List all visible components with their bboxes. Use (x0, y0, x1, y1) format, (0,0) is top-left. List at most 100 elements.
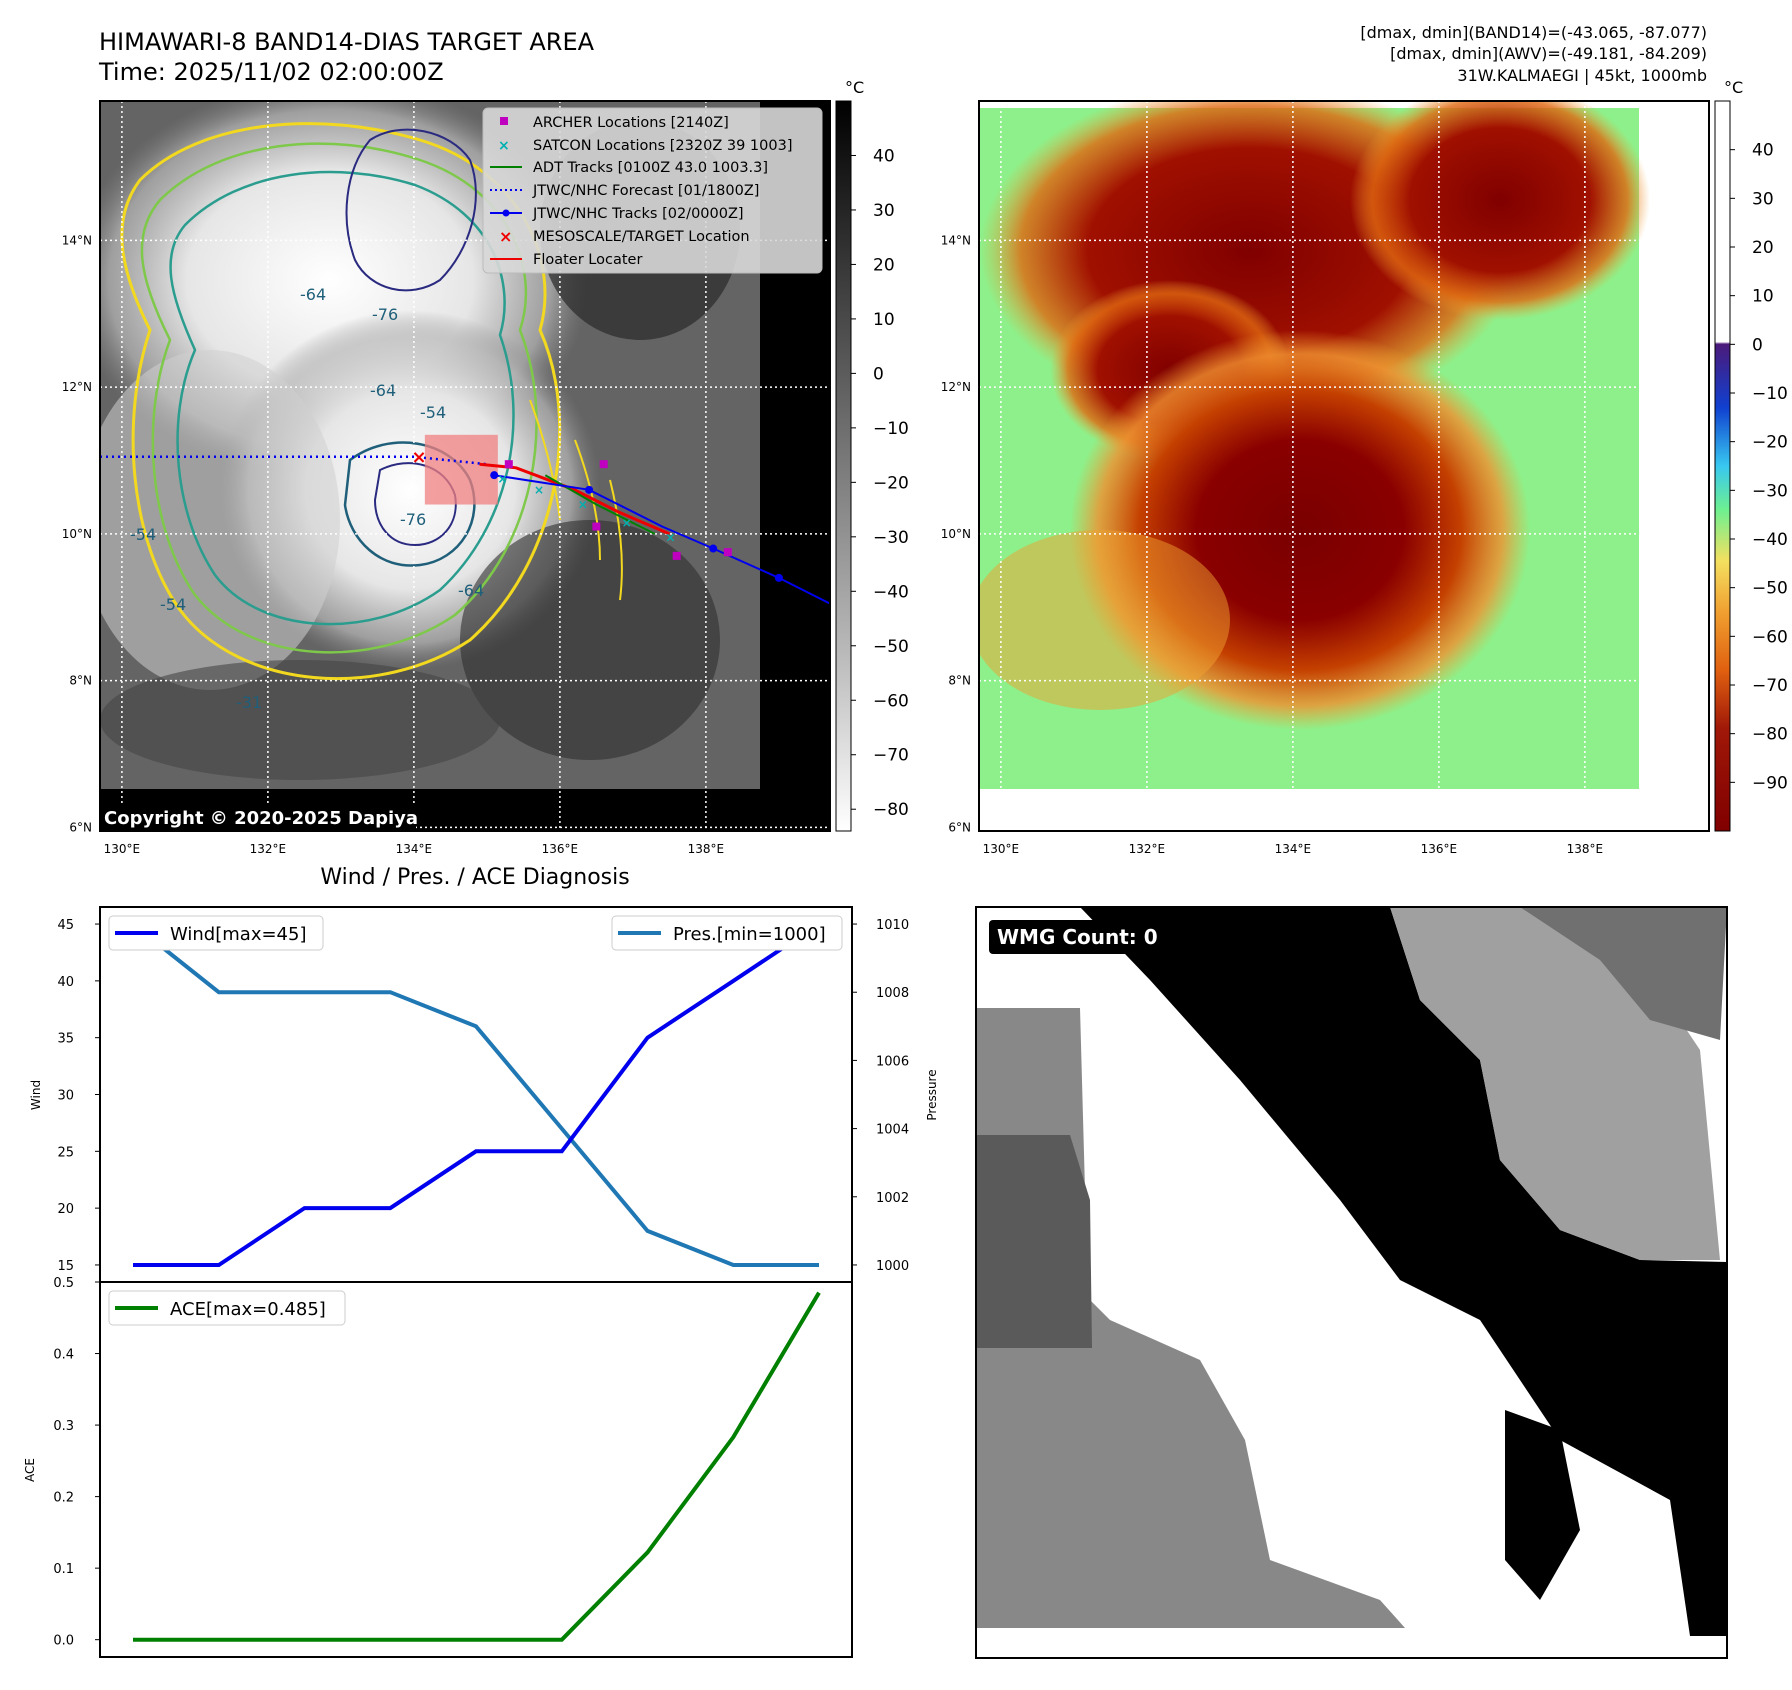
legend-box (482, 107, 823, 274)
awv-band-sw (979, 530, 1230, 710)
legend-label: SATCON Locations [2320Z 39 1003] (533, 138, 792, 154)
axis-tick-label: 25 (57, 1145, 74, 1160)
legend-item-archer: ARCHER Locations [2140Z] (500, 115, 729, 131)
awv-cloud-ne (1350, 101, 1650, 320)
wind-pressure-frame (99, 906, 853, 1283)
ir-cloud-west (100, 350, 340, 690)
forecast-track (100, 455, 488, 466)
contour-label: -31 (236, 693, 262, 712)
wmg-region-mid-gray (1520, 907, 1727, 1040)
lat-tick-label: 12°N (941, 380, 971, 394)
contour-label: -76 (400, 510, 426, 529)
wmg-region-black-patch (1505, 1410, 1580, 1600)
ace-legend-label: ACE[max=0.485] (170, 1299, 326, 1320)
awv-colorbar: °C 40 30 20 10 0 −10 −20 −30 −40 −50 −60 −70 −80 −90 (1714, 78, 1788, 832)
colorbar-tick-label: −20 (1752, 433, 1788, 453)
ace-series-line (133, 1291, 821, 1642)
target-box (424, 434, 498, 505)
lat-tick-label: 14°N (941, 233, 971, 247)
colorbar-tick-label: 0 (1752, 335, 1763, 355)
info-band14-range: [dmax, dmin](BAND14)=(-43.065, -87.077) (1360, 23, 1707, 42)
lon-tick-label: 136°E (542, 842, 579, 856)
pressure-axis-label: Pressure (925, 1069, 939, 1120)
colorbar-tick-label: 30 (1752, 189, 1774, 209)
contour-label: -76 (372, 305, 398, 324)
wmg-count-badge (989, 920, 1172, 954)
axis-tick-label: 1000 (876, 1259, 909, 1274)
jtwc-point (490, 471, 499, 480)
legend-label: JTWC/NHC Forecast [01/1800Z] (532, 183, 759, 199)
legend-item-jtwc: JTWC/NHC Tracks [02/0000Z] (490, 206, 744, 222)
colorbar-tick-label: 40 (1752, 141, 1774, 161)
axis-tick-label: 0.5 (53, 1276, 74, 1291)
colorbar-tick-label: −30 (873, 528, 909, 548)
awv-map (979, 101, 1709, 831)
ace-axis: 0.5 0.4 0.3 0.2 0.1 0.0 (53, 1276, 100, 1649)
contour-label: -64 (300, 285, 326, 304)
satcon-point: × (622, 516, 632, 530)
ir-clear-south (100, 660, 500, 780)
colorbar-tick-label: 30 (873, 201, 895, 221)
axis-tick-label: 45 (57, 918, 74, 933)
pressure-axis: 1010 1008 1006 1004 1002 1000 (852, 918, 909, 1274)
colorbar-tick-label: −70 (1752, 676, 1788, 696)
jtwc-point (774, 573, 783, 582)
awv-colorbar-unit: °C (1724, 78, 1743, 97)
colorbar-tick-label: −10 (1752, 384, 1788, 404)
archer-point (592, 522, 601, 531)
wind-series-line (133, 922, 821, 1267)
legend-item-adt: ADT Tracks [0100Z 43.0 1003.3] (490, 160, 768, 176)
archer-point (723, 548, 732, 557)
axis-tick-label: 35 (57, 1032, 74, 1047)
colorbar-tick-label: −50 (873, 637, 909, 657)
pressure-legend-box (611, 915, 843, 951)
colorbar-tick-label: −60 (873, 691, 909, 711)
axis-tick-label: 1002 (876, 1191, 909, 1206)
axis-tick-label: 0.3 (53, 1419, 74, 1434)
ir-contour-yellow (120, 122, 562, 681)
wind-axis-label: Wind (29, 1080, 43, 1110)
diag-title: Wind / Pres. / ACE Diagnosis (320, 865, 629, 890)
pressure-legend: Pres.[min=1000] (611, 915, 843, 951)
axis-tick-label: 0.2 (53, 1491, 74, 1506)
axis-tick-label: 40 (57, 975, 74, 990)
contour-label: -64 (370, 381, 396, 400)
archer-point (672, 551, 681, 560)
wind-axis: 45 40 35 30 25 20 15 (57, 918, 100, 1274)
satcon-point: × (665, 531, 675, 545)
info-storm: 31W.KALMAEGI | 45kt, 1000mb (1457, 66, 1707, 85)
ir-contour-green (140, 142, 538, 654)
colorbar-tick-label: −80 (1752, 725, 1788, 745)
wmg-region-gray (976, 1008, 1405, 1628)
colorbar-tick-label: 20 (873, 255, 895, 275)
floater-track (479, 462, 670, 536)
wmg-panel: WMG Count: 0 (975, 906, 1728, 1659)
contour-label: -54 (130, 525, 156, 544)
awv-map-frame (978, 100, 1710, 832)
legend-label: ADT Tracks [0100Z 43.0 1003.3] (533, 160, 768, 176)
ace-axis-label: ACE (23, 1458, 37, 1482)
lon-tick-label: 130°E (983, 842, 1020, 856)
axis-tick-label: 0.1 (53, 1562, 74, 1577)
axis-tick-label: 30 (57, 1089, 74, 1104)
legend-label: ARCHER Locations [2140Z] (533, 115, 729, 131)
colorbar-tick-label: −10 (873, 419, 909, 439)
jtwc-point (709, 544, 718, 553)
jtwc-point (585, 485, 594, 494)
copyright-text: Copyright © 2020-2025 Dapiya (104, 808, 418, 829)
lat-tick-label: 8°N (948, 674, 971, 688)
colorbar-tick-label: 40 (873, 146, 895, 166)
legend-label: Floater Locater (533, 252, 642, 268)
ir-contour-core (373, 462, 457, 547)
jtwc-track (494, 474, 830, 605)
awv-colorbar-bar (1714, 100, 1731, 832)
lat-tick-label: 8°N (69, 674, 92, 688)
lat-tick-label: 6°N (948, 820, 971, 834)
axis-tick-label: 1006 (876, 1054, 909, 1069)
axis-tick-label: 1010 (876, 918, 909, 933)
satcon-point: × (498, 472, 508, 486)
archer-point (504, 460, 513, 469)
lon-tick-label: 136°E (1421, 842, 1458, 856)
wind-legend-label: Wind[max=45] (170, 924, 307, 945)
